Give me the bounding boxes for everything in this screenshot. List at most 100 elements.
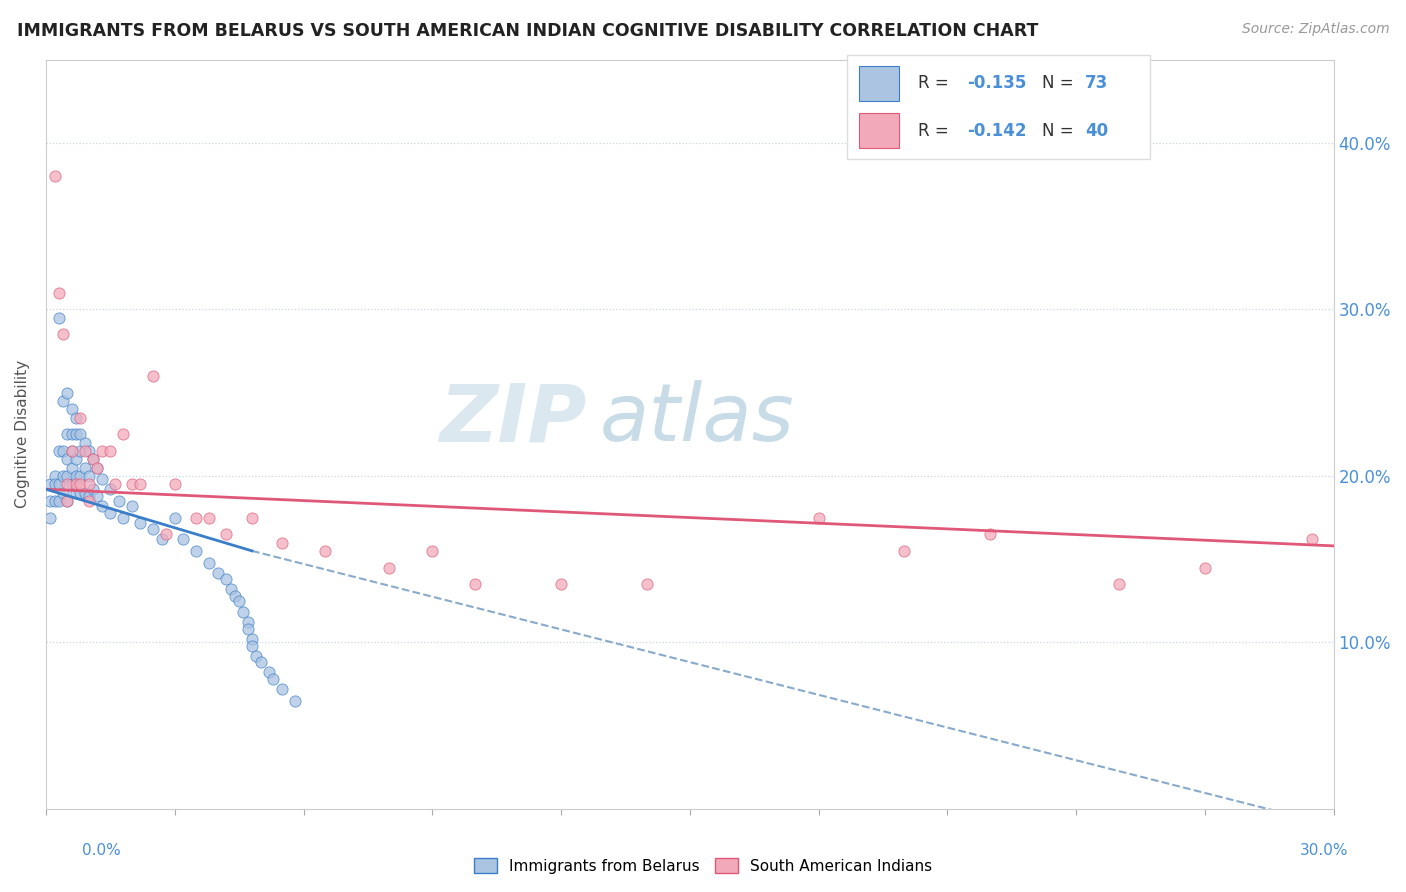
Point (112, 510, 135, 524)
Point (186, 510, 208, 524)
Point (65, 410, 87, 425)
Text: N =: N = (1042, 121, 1078, 139)
Point (52, 394, 75, 409)
Point (69, 469, 91, 483)
Point (807, 510, 830, 524)
Point (52, 327, 75, 342)
Point (48, 494, 70, 508)
Point (69, 477, 91, 491)
Text: -0.135: -0.135 (967, 75, 1026, 93)
Point (1301, 533, 1323, 547)
Point (65, 485, 87, 500)
Point (60, 477, 83, 491)
Point (163, 477, 186, 491)
Text: -0.142: -0.142 (967, 121, 1026, 139)
Point (219, 582, 242, 597)
Point (90, 444, 112, 458)
Point (979, 527, 1001, 541)
Point (314, 544, 336, 558)
Point (65, 427, 87, 442)
Point (262, 672, 284, 686)
Point (236, 622, 259, 636)
Point (86, 460, 108, 475)
Point (44, 477, 66, 491)
Point (52, 444, 75, 458)
Text: Source: ZipAtlas.com: Source: ZipAtlas.com (1241, 22, 1389, 37)
Point (142, 369, 165, 384)
Point (69, 485, 91, 500)
Point (73, 435, 96, 450)
Point (98, 482, 121, 496)
Point (56, 469, 79, 483)
Point (142, 522, 165, 536)
Point (1108, 577, 1130, 591)
Point (121, 499, 143, 513)
FancyBboxPatch shape (859, 113, 900, 148)
Point (112, 427, 135, 442)
Point (48, 444, 70, 458)
Y-axis label: Cognitive Disability: Cognitive Disability (15, 360, 30, 508)
Point (198, 556, 221, 570)
Point (186, 544, 208, 558)
Point (39, 477, 62, 491)
Point (73, 460, 96, 475)
Point (232, 606, 254, 620)
Point (420, 544, 443, 558)
Point (82, 482, 104, 496)
Point (44, 469, 66, 483)
Point (77, 494, 100, 508)
Point (86, 489, 108, 503)
Point (108, 494, 131, 508)
Point (82, 452, 104, 467)
Point (1194, 560, 1216, 574)
Point (69, 444, 91, 458)
Point (240, 639, 263, 653)
Point (271, 535, 294, 549)
Point (73, 485, 96, 500)
Point (90, 472, 112, 486)
Point (56, 494, 79, 508)
Point (39, 494, 62, 508)
Point (60, 444, 83, 458)
Point (52, 485, 75, 500)
Point (60, 427, 83, 442)
Point (224, 589, 246, 603)
Text: 40: 40 (1085, 121, 1108, 139)
Point (378, 560, 401, 574)
Point (56, 477, 79, 491)
Point (249, 656, 271, 670)
Point (77, 444, 100, 458)
Point (550, 577, 572, 591)
Point (65, 452, 87, 467)
Point (77, 489, 100, 503)
Point (464, 577, 486, 591)
Point (90, 499, 112, 513)
Point (271, 682, 294, 697)
FancyBboxPatch shape (859, 66, 900, 101)
Point (48, 310, 70, 325)
Legend: Immigrants from Belarus, South American Indians: Immigrants from Belarus, South American … (468, 852, 938, 880)
Point (52, 469, 75, 483)
Point (257, 665, 280, 680)
Point (77, 477, 100, 491)
Point (172, 533, 194, 547)
Text: 30.0%: 30.0% (1301, 843, 1348, 857)
Point (56, 452, 79, 467)
Point (207, 566, 229, 580)
Point (60, 402, 83, 417)
Point (44, 494, 66, 508)
Point (69, 427, 91, 442)
Point (73, 444, 96, 458)
Point (284, 694, 307, 708)
Point (65, 469, 87, 483)
Point (215, 572, 238, 586)
Point (155, 527, 177, 541)
Point (240, 632, 263, 647)
Point (60, 460, 83, 475)
Point (150, 533, 173, 547)
Point (60, 444, 83, 458)
Point (215, 527, 238, 541)
Text: IMMIGRANTS FROM BELARUS VS SOUTH AMERICAN INDIAN COGNITIVE DISABILITY CORRELATIO: IMMIGRANTS FROM BELARUS VS SOUTH AMERICA… (17, 22, 1038, 40)
FancyBboxPatch shape (846, 54, 1150, 160)
Point (104, 477, 127, 491)
